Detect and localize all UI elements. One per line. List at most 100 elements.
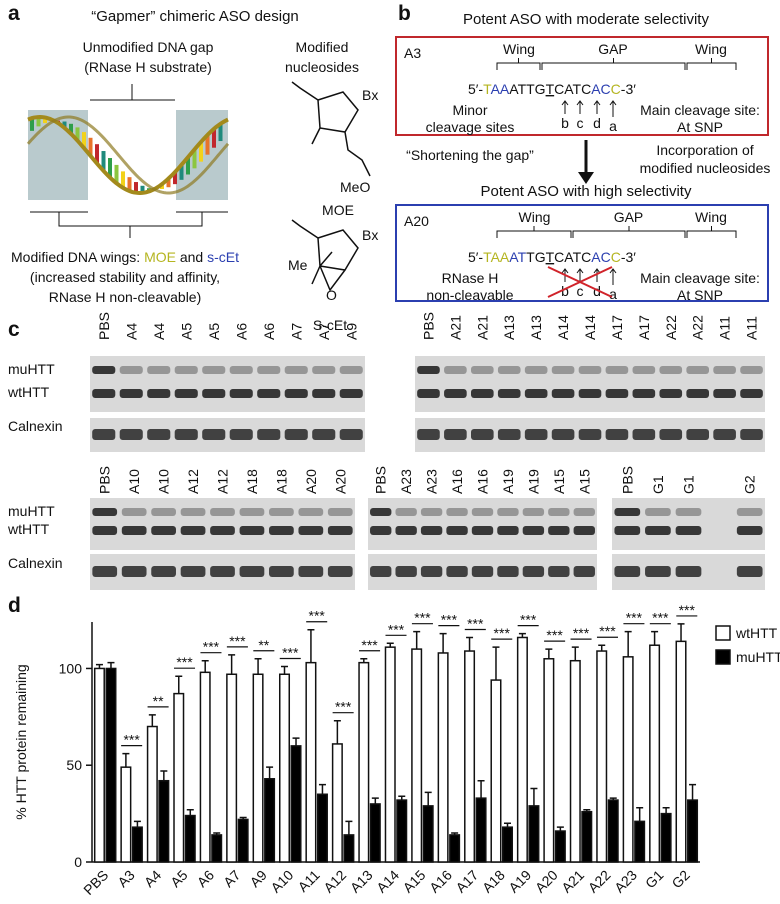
band — [548, 566, 570, 577]
brace — [686, 226, 737, 238]
text: s-cEt — [207, 249, 239, 265]
bar — [516, 636, 528, 863]
band — [446, 566, 468, 577]
lane-label: PBS — [97, 466, 113, 494]
lane-label: PBS — [619, 466, 635, 494]
cross-out — [547, 266, 613, 298]
incorporation-label: Incorporation of — [656, 142, 753, 158]
wing-label: Wing — [695, 41, 727, 57]
blot — [90, 356, 365, 412]
band — [298, 508, 324, 516]
significance-label: *** — [520, 612, 537, 628]
x-tick-label: A21 — [558, 867, 587, 896]
bar — [211, 834, 223, 863]
band — [614, 526, 641, 535]
bar — [237, 818, 249, 863]
band — [675, 508, 702, 516]
row-label: Calnexin — [8, 418, 62, 434]
gap-label: GAP — [598, 41, 628, 57]
wing-label: Wing — [503, 41, 535, 57]
band — [298, 526, 324, 535]
brace — [686, 58, 737, 70]
main-site: Main cleavage site: — [640, 270, 760, 286]
scet-structure — [291, 219, 359, 292]
bar — [369, 803, 381, 863]
y-tick-label: 50 — [66, 757, 82, 773]
band — [284, 389, 308, 398]
lane-label: A16 — [475, 469, 491, 494]
error-bar — [122, 752, 130, 768]
band — [497, 429, 521, 440]
error-bar — [598, 644, 606, 652]
lane-label: A20 — [303, 469, 319, 494]
band — [229, 366, 253, 374]
band — [121, 508, 147, 516]
sequence-segment: C — [611, 81, 621, 97]
bar — [554, 830, 566, 863]
lane-label: A17 — [609, 315, 625, 340]
error-bar — [239, 816, 247, 820]
main-site: At SNP — [677, 287, 723, 303]
nucleosides-title: Modified — [296, 39, 349, 55]
band — [578, 389, 602, 398]
site-label: c — [577, 115, 584, 131]
band — [713, 389, 736, 398]
band — [446, 508, 468, 516]
bar — [622, 656, 634, 863]
band — [736, 526, 763, 535]
x-tick-label: A9 — [247, 867, 271, 891]
band — [92, 429, 116, 440]
band — [573, 526, 595, 535]
band — [444, 366, 467, 374]
band — [119, 389, 143, 398]
sequence: 5′-TAAATTGTCATCACC-3′ — [468, 81, 636, 97]
band — [417, 429, 440, 440]
bar — [252, 673, 264, 863]
band — [269, 526, 294, 535]
band — [202, 429, 226, 440]
error-bar — [503, 822, 511, 828]
error-bar — [466, 636, 474, 652]
band — [497, 566, 519, 577]
bar — [660, 812, 672, 863]
lane-label: A20 — [332, 469, 348, 494]
legend-label: wtHTT — [735, 625, 778, 641]
error-bar — [424, 791, 432, 806]
band — [151, 526, 176, 535]
band — [632, 429, 656, 440]
band — [257, 389, 281, 398]
band — [551, 366, 575, 374]
band — [151, 508, 176, 516]
band — [395, 508, 417, 516]
band — [675, 566, 702, 577]
bar-chart: 0 50 100 % HTT protein remaining PBS A3 *** A4 *… — [13, 602, 780, 898]
bar — [93, 667, 105, 863]
error-bar — [689, 783, 697, 801]
significance-label: *** — [229, 633, 246, 649]
band — [180, 566, 206, 577]
row-label: wtHTT — [7, 521, 50, 537]
band — [92, 526, 118, 535]
error-bar — [492, 646, 500, 681]
site-label: c — [577, 283, 584, 299]
band — [548, 508, 570, 516]
bar — [569, 659, 581, 863]
moe-meo: MeO — [340, 179, 370, 195]
lane-label: A18 — [273, 469, 289, 494]
lane-label: A21 — [474, 315, 490, 340]
band — [210, 566, 235, 577]
bar — [358, 661, 370, 863]
band — [497, 526, 519, 535]
lane-label: A19 — [525, 469, 541, 494]
band — [740, 366, 763, 374]
x-tick-label: A4 — [141, 867, 165, 891]
sequence-segment: 5′- — [468, 81, 483, 97]
x-tick-label: A17 — [452, 867, 481, 896]
band — [420, 526, 443, 535]
bar — [173, 692, 185, 863]
text: Modified DNA wings: — [11, 249, 144, 265]
a20-box — [395, 204, 769, 302]
band — [180, 526, 206, 535]
text: and — [176, 249, 207, 265]
